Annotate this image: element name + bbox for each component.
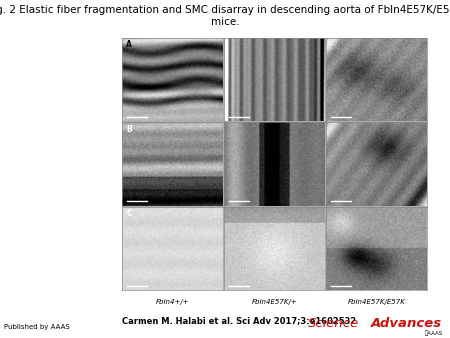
Text: Carmen M. Halabi et al. Sci Adv 2017;3:e1602532: Carmen M. Halabi et al. Sci Adv 2017;3:e… [122, 316, 356, 325]
Text: A: A [126, 40, 132, 49]
Text: ⓂAAAS: ⓂAAAS [425, 331, 443, 336]
Text: C: C [126, 209, 132, 218]
Text: Published by AAAS: Published by AAAS [4, 323, 70, 330]
Text: Fig. 2 Elastic fiber fragmentation and SMC disarray in descending aorta of Fbln4: Fig. 2 Elastic fiber fragmentation and S… [0, 5, 450, 27]
Text: Fbln4E57K/+: Fbln4E57K/+ [252, 299, 297, 305]
Text: Fbln4+/+: Fbln4+/+ [156, 299, 189, 305]
Text: B: B [126, 125, 132, 134]
Text: Science: Science [308, 317, 360, 330]
Text: Advances: Advances [371, 317, 442, 330]
Text: Fbln4E57K/E57K: Fbln4E57K/E57K [347, 299, 405, 305]
